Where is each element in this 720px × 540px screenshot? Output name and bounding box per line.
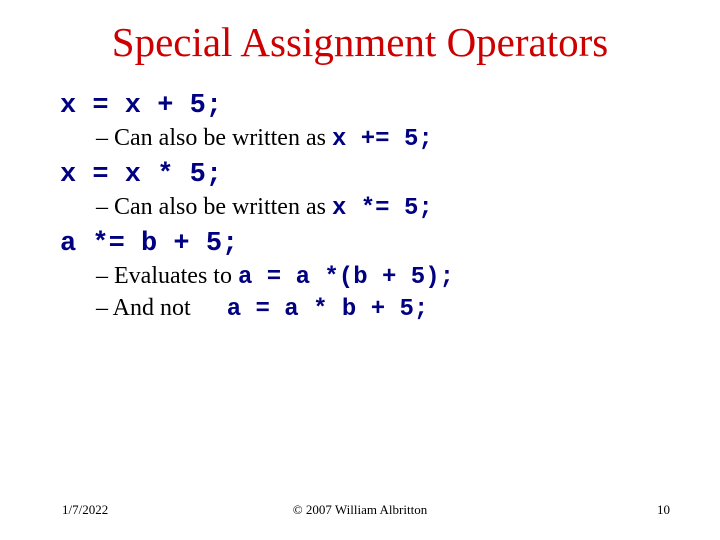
footer: 1/7/2022 © 2007 William Albritton 10 bbox=[0, 502, 720, 518]
code-snippet: x += 5; bbox=[332, 126, 433, 153]
sub-bullet-4: – And not a = a * b + 5; bbox=[60, 295, 670, 323]
bullet-text: – Can also be written as bbox=[96, 194, 332, 220]
code-snippet: x *= 5; bbox=[332, 195, 433, 222]
sub-bullet-1: – Can also be written as x += 5; bbox=[60, 125, 670, 153]
code-snippet: a = a *(b + 5); bbox=[238, 264, 454, 291]
code-snippet: x = x * 5; bbox=[60, 160, 222, 190]
slide: Special Assignment Operators x = x + 5; … bbox=[0, 0, 720, 540]
sub-bullet-3: – Evaluates to a = a *(b + 5); bbox=[60, 263, 670, 291]
sub-bullet-2: – Can also be written as x *= 5; bbox=[60, 194, 670, 222]
content-body: x = x + 5; – Can also be written as x +=… bbox=[50, 88, 670, 323]
bullet-text: – Evaluates to bbox=[96, 263, 238, 289]
bullet-2: x = x * 5; bbox=[60, 157, 670, 190]
code-snippet: a = a * b + 5; bbox=[227, 296, 429, 323]
bullet-text: – And not bbox=[96, 295, 227, 321]
code-snippet: a *= b + 5; bbox=[60, 229, 238, 259]
code-snippet: x = x + 5; bbox=[60, 91, 222, 121]
footer-page-number: 10 bbox=[657, 502, 670, 518]
bullet-text: – Can also be written as bbox=[96, 125, 332, 151]
footer-copyright: © 2007 William Albritton bbox=[293, 502, 427, 518]
footer-date: 1/7/2022 bbox=[62, 502, 108, 518]
slide-title: Special Assignment Operators bbox=[50, 18, 670, 66]
bullet-3: a *= b + 5; bbox=[60, 226, 670, 259]
bullet-1: x = x + 5; bbox=[60, 88, 670, 121]
